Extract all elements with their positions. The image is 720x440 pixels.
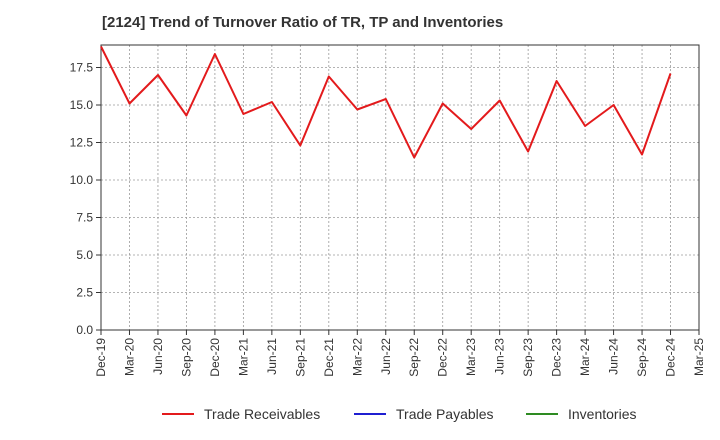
y-tick-label: 0.0 <box>76 323 93 337</box>
x-tick-label: Sep-21 <box>293 338 307 377</box>
y-tick-label: 5.0 <box>76 248 93 262</box>
x-tick-label: Mar-23 <box>464 338 478 376</box>
x-tick-label: Dec-20 <box>208 338 222 377</box>
x-tick-label: Sep-20 <box>179 338 193 377</box>
legend-label-1: Trade Payables <box>396 406 494 422</box>
chart-title: [2124] Trend of Turnover Ratio of TR, TP… <box>102 14 504 31</box>
x-tick-label: Mar-22 <box>350 338 364 376</box>
legend-label-2: Inventories <box>568 406 636 422</box>
x-tick-label: Dec-23 <box>550 338 564 377</box>
y-tick-label: 15.0 <box>70 98 94 112</box>
x-tick-label: Jun-21 <box>265 338 279 375</box>
legend: Trade Receivables Trade Payables Inventori… <box>162 406 636 422</box>
x-tick-label: Mar-24 <box>578 338 592 376</box>
y-tick-label: 17.5 <box>70 61 94 75</box>
legend-label-0: Trade Receivables <box>204 406 320 422</box>
x-tick-label: Jun-22 <box>379 338 393 375</box>
x-tick-label: Mar-21 <box>236 338 250 376</box>
x-tick-label: Dec-24 <box>664 338 678 377</box>
axes: 0.0 2.5 5.0 7.5 10.0 12.5 15.0 17.5 Dec-19 Mar-20… <box>70 44 706 377</box>
x-tick-label: Mar-20 <box>122 338 136 376</box>
x-tick-label: Dec-21 <box>322 338 336 377</box>
y-tick-label: 12.5 <box>70 136 94 150</box>
x-tick-label: Jun-23 <box>493 338 507 375</box>
plot-area-frame <box>100 44 700 331</box>
x-tick-label: Dec-22 <box>436 338 450 377</box>
y-tick-label: 7.5 <box>76 211 93 225</box>
x-tick-label: Sep-22 <box>407 338 421 377</box>
y-tick-label: 2.5 <box>76 286 93 300</box>
series-lines <box>100 46 672 159</box>
x-tick-label: Dec-19 <box>94 338 108 377</box>
x-tick-label: Jun-20 <box>151 338 165 375</box>
x-tick-label: Jun-24 <box>607 338 621 375</box>
x-tick-label: Sep-23 <box>521 338 535 377</box>
y-tick-label: 10.0 <box>70 173 94 187</box>
x-tick-label: Mar-25 <box>692 338 706 376</box>
grid-lines <box>101 45 700 330</box>
series-line-0 <box>100 46 672 159</box>
x-tick-label: Sep-24 <box>635 338 649 377</box>
